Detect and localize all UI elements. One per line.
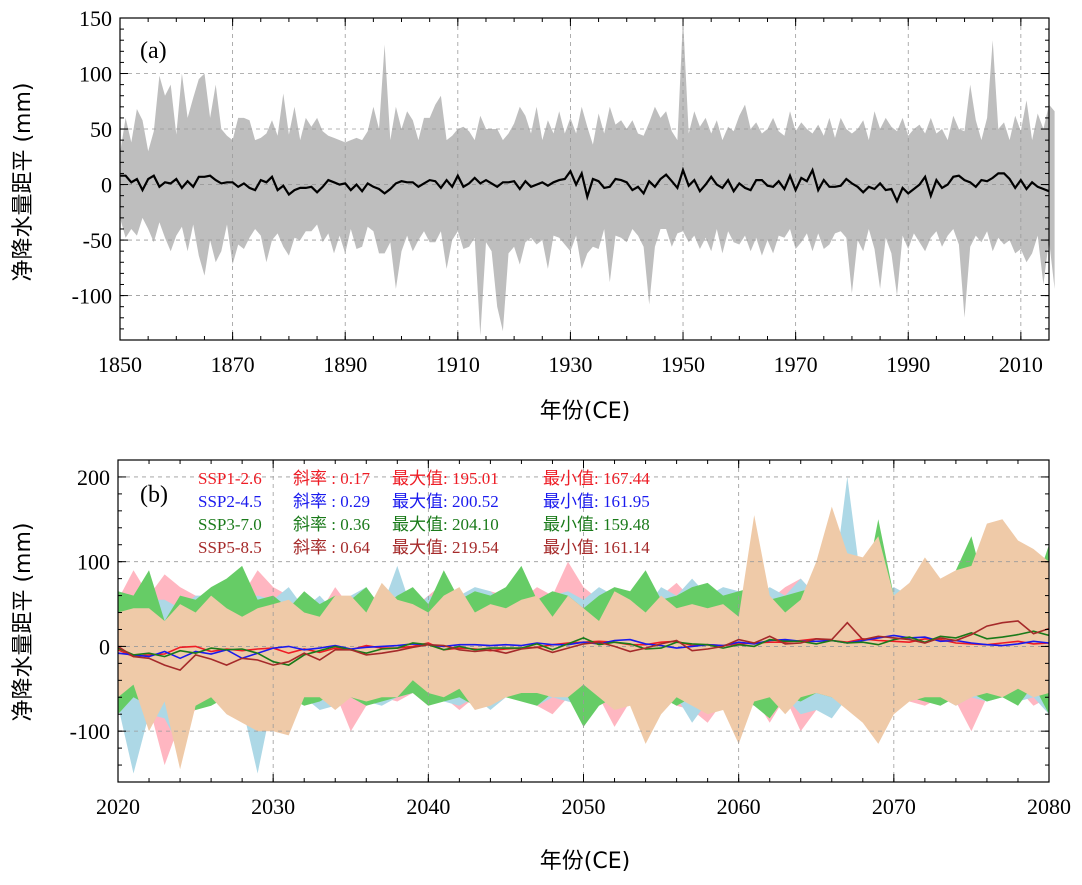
y-tick-label: 200: [77, 465, 110, 490]
panel-a-y-axis-title: 净降水量距平 (mm): [11, 82, 36, 281]
panel-b-legend: SSP1-2.6 斜率 : 0.17 最大值: 195.01 最小值: 167.44 S…: [198, 469, 650, 557]
x-tick-label: 1850: [98, 352, 142, 377]
x-tick-label: 2020: [96, 794, 140, 819]
x-tick-label: 2010: [999, 352, 1043, 377]
legend-entry-ssp2-4-5-2: 最大值: 200.52: [392, 492, 499, 511]
series-line-ssp2-4-5: [117, 634, 1050, 660]
legend-entry-ssp3-7-0-1: 斜率 : 0.36: [293, 515, 370, 534]
panel-a-chart: 1850 1870 1890 1910 1930 1950 1970 1990 2010 150 1…: [11, 6, 1055, 424]
series-line-panel-a: [120, 166, 1050, 204]
panel-b-frame: [117, 459, 1050, 783]
panel-a-frame: [119, 17, 1050, 341]
y-tick-label: 100: [77, 550, 110, 575]
legend-entry-ssp3-7-0-2: 最大值: 204.10: [392, 515, 499, 534]
y-tick-label: -100: [72, 284, 112, 309]
legend-entry-ssp2-4-5-3: 最小值: 161.95: [543, 492, 650, 511]
panel-a-label: (a): [140, 38, 167, 64]
legend-entry-ssp5-8-5-2: 最大值: 219.54: [392, 538, 499, 557]
legend-entry-ssp5-8-5-0: SSP5-8.5: [198, 538, 262, 557]
y-tick-label: -100: [70, 719, 110, 744]
x-tick-label: 1870: [211, 352, 255, 377]
x-tick-label: 1970: [774, 352, 818, 377]
y-tick-label: 150: [79, 6, 112, 31]
x-tick-label: 1910: [436, 352, 480, 377]
y-tick-label: 0: [101, 173, 112, 198]
y-tick-label: 0: [99, 634, 110, 659]
legend-entry-ssp3-7-0-3: 最小值: 159.48: [543, 515, 650, 534]
x-tick-label: 1890: [323, 352, 367, 377]
x-tick-label: 2060: [717, 794, 761, 819]
x-tick-label: 1950: [661, 352, 705, 377]
legend-entry-ssp2-4-5-0: SSP2-4.5: [198, 492, 262, 511]
panel-b-x-axis-title: 年份(CE): [540, 849, 630, 874]
legend-entry-ssp2-4-5-1: 斜率 : 0.29: [293, 492, 370, 511]
x-tick-label: 2050: [562, 794, 606, 819]
series-line-ssp5-8-5: [117, 620, 1050, 672]
x-tick-label: 2080: [1027, 794, 1071, 819]
band-panel-a: [120, 18, 1055, 336]
x-tick-label: 1930: [548, 352, 592, 377]
legend-entry-ssp5-8-5-1: 斜率 : 0.64: [293, 538, 370, 557]
x-tick-label: 2070: [872, 794, 916, 819]
legend-entry-ssp5-8-5-3: 最小值: 161.14: [543, 538, 650, 557]
panel-b-label: (b): [140, 482, 168, 508]
panel-a-x-axis-title: 年份(CE): [540, 399, 630, 424]
x-tick-label: 2040: [406, 794, 450, 819]
legend-entry-ssp1-2-6-2: 最大值: 195.01: [392, 469, 499, 488]
legend-entry-ssp1-2-6-1: 斜率 : 0.17: [293, 469, 370, 488]
y-tick-label: 100: [79, 62, 112, 87]
series-line-ssp3-7-0: [117, 630, 1050, 666]
legend-entry-ssp1-2-6-3: 最小值: 167.44: [543, 469, 650, 488]
x-tick-label: 1990: [886, 352, 930, 377]
y-tick-label: -50: [83, 228, 112, 253]
legend-entry-ssp3-7-0-0: SSP3-7.0: [198, 515, 262, 534]
legend-entry-ssp1-2-6-0: SSP1-2.6: [198, 469, 262, 488]
x-tick-label: 2030: [251, 794, 295, 819]
panel-b-y-axis-title: 净降水量距平 (mm): [11, 522, 36, 721]
y-tick-label: 50: [90, 117, 112, 142]
panel-b-chart: 2020 2030 2040 2050 2060 2070 20802001000-100 …: [11, 459, 1071, 874]
